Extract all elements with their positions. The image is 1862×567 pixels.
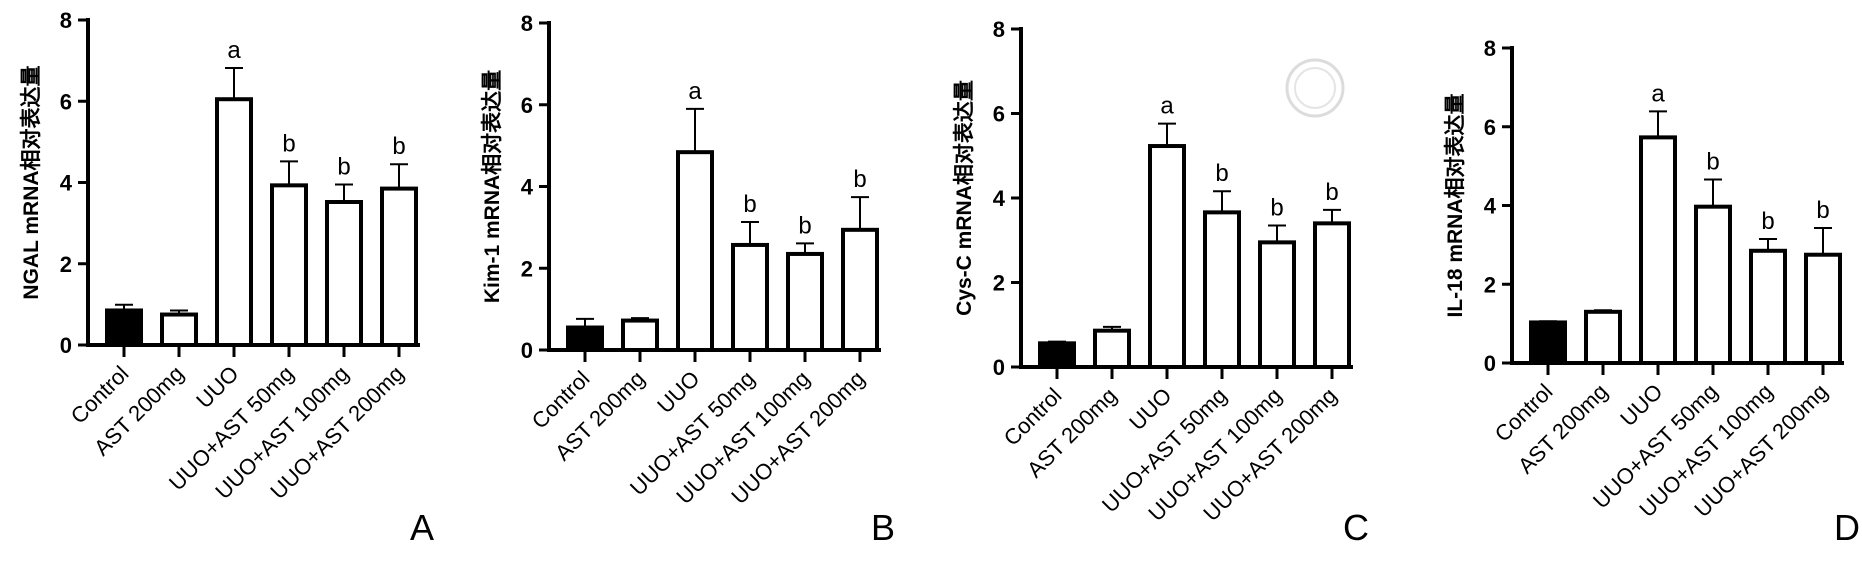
significance-label: b (1816, 197, 1829, 224)
y-tick-label: 8 (993, 17, 1005, 42)
significance-label: a (1651, 80, 1665, 107)
y-tick-label: 4 (993, 186, 1006, 211)
bar (160, 312, 198, 347)
bar (621, 318, 659, 353)
significance-label: b (1270, 194, 1283, 221)
significance-label: a (688, 78, 702, 105)
significance-label: b (282, 130, 295, 157)
significance-label: b (337, 154, 350, 181)
bar (1093, 328, 1131, 370)
y-axis-title: Cys-C mRNA相对表达量 (952, 80, 976, 316)
y-tick-label: 8 (60, 8, 72, 33)
bar (215, 97, 253, 347)
y-tick-label: 2 (993, 271, 1005, 296)
y-tick-label: 6 (60, 89, 72, 114)
y-tick-label: 8 (1484, 36, 1496, 61)
bar (1203, 210, 1241, 369)
bar (105, 308, 143, 347)
significance-label: b (853, 166, 866, 193)
bar (566, 325, 604, 352)
y-tick-label: 0 (993, 355, 1005, 380)
panel-label: B (871, 507, 895, 548)
significance-label: b (743, 191, 756, 218)
y-tick-label: 0 (521, 338, 533, 363)
bar (1258, 240, 1296, 369)
y-tick-label: 2 (521, 256, 533, 281)
bar (1804, 252, 1842, 365)
bar (1038, 341, 1076, 369)
bar (325, 200, 363, 347)
panel-label: D (1834, 507, 1860, 548)
panel-label: A (410, 507, 434, 548)
watermark (1285, 58, 1345, 118)
y-tick-label: 0 (60, 333, 72, 358)
significance-label: a (227, 37, 241, 64)
y-axis-title: IL-18 mRNA相对表达量 (1443, 93, 1467, 317)
y-tick-label: 6 (993, 102, 1005, 127)
significance-label: b (392, 133, 405, 160)
y-tick-label: 0 (1484, 351, 1496, 376)
seal-inner-ring (1294, 67, 1336, 109)
bar (380, 186, 418, 347)
bar (1148, 144, 1186, 369)
y-tick-label: 8 (521, 11, 533, 36)
y-tick-label: 2 (1484, 272, 1496, 297)
y-tick-label: 4 (521, 175, 534, 200)
bar (1529, 320, 1567, 366)
bar (786, 251, 824, 353)
significance-label: a (1160, 93, 1174, 120)
y-tick-label: 6 (1484, 115, 1496, 140)
significance-label: b (798, 212, 811, 239)
bar (270, 183, 308, 347)
y-axis-title: Kim-1 mRNA相对表达量 (480, 70, 504, 303)
y-axis-title: NGAL mRNA相对表达量 (19, 65, 43, 299)
seal-icon (1285, 58, 1345, 118)
significance-label: b (1215, 160, 1228, 187)
y-tick-label: 4 (1484, 194, 1497, 219)
y-tick-label: 6 (521, 93, 533, 118)
bar (1694, 204, 1732, 365)
significance-label: b (1706, 149, 1719, 176)
bar (1584, 309, 1622, 365)
y-tick-label: 2 (60, 252, 72, 277)
significance-label: b (1761, 208, 1774, 235)
bar (1749, 248, 1787, 365)
bar (731, 242, 769, 352)
bar (1313, 221, 1351, 369)
significance-label: b (1325, 179, 1338, 206)
y-tick-label: 4 (60, 171, 73, 196)
panel-label: C (1343, 507, 1369, 548)
bar (1639, 135, 1677, 365)
bar (676, 150, 714, 352)
bar (841, 227, 879, 352)
